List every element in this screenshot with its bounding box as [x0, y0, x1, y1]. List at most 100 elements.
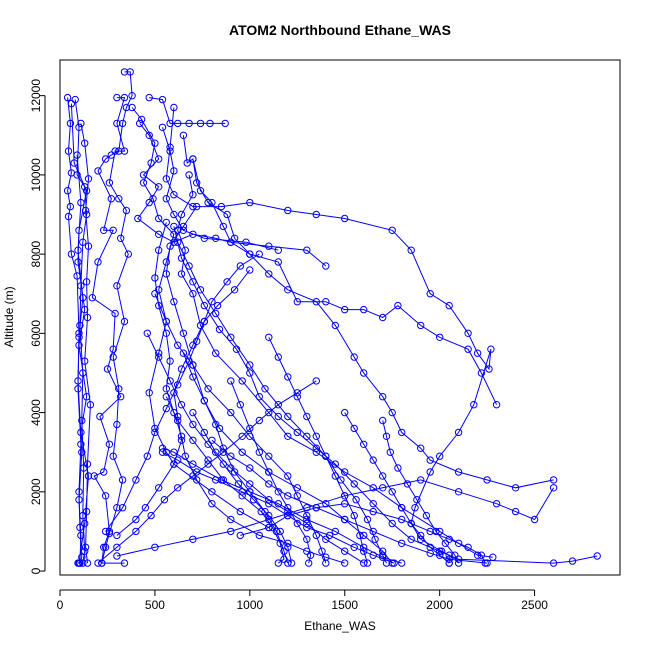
data-point: [189, 420, 197, 429]
x-tick-label: 0: [57, 598, 64, 612]
data-point: [155, 353, 163, 361]
series-line: [165, 206, 393, 564]
data-point: [221, 119, 229, 128]
data-point: [94, 559, 102, 567]
data-point: [83, 460, 92, 468]
data-point: [177, 254, 186, 262]
data-point: [284, 504, 292, 512]
data-point: [350, 511, 358, 520]
data-point: [432, 527, 440, 536]
data-point: [265, 408, 273, 417]
data-point: [113, 93, 121, 102]
series-line: [344, 412, 450, 564]
data-point: [208, 198, 216, 207]
data-point: [166, 377, 174, 385]
x-tick-label: 2000: [426, 598, 453, 612]
data-point: [303, 535, 311, 543]
data-point: [230, 234, 239, 243]
data-point: [200, 301, 209, 310]
data-point: [238, 488, 246, 496]
data-point: [238, 492, 246, 500]
data-point: [208, 298, 216, 306]
data-point: [274, 412, 282, 421]
data-point: [341, 214, 349, 223]
data-point: [166, 119, 174, 128]
data-point: [196, 286, 205, 294]
data-point: [78, 448, 86, 456]
data-point: [134, 214, 142, 223]
data-point: [151, 290, 159, 298]
data-point: [227, 238, 235, 246]
data-point: [79, 559, 87, 567]
data-point: [215, 325, 224, 334]
data-point: [155, 286, 163, 294]
data-point: [100, 468, 108, 476]
data-point: [128, 103, 136, 112]
data-point: [511, 507, 520, 516]
y-tick-label: 10000: [29, 158, 43, 192]
data-point: [109, 452, 117, 460]
data-point: [179, 349, 188, 357]
data-point: [470, 401, 478, 409]
x-tick-label: 1500: [331, 598, 358, 612]
data-point: [371, 535, 379, 543]
data-point: [246, 369, 254, 377]
data-point: [162, 218, 171, 227]
data-point: [437, 547, 446, 555]
data-point: [312, 377, 320, 385]
data-point: [265, 452, 273, 460]
data-point: [170, 298, 178, 306]
data-point: [386, 448, 394, 456]
data-point: [103, 365, 112, 373]
data-point: [158, 95, 167, 104]
y-tick-label: 12000: [29, 79, 43, 113]
data-point: [312, 531, 320, 540]
data-point: [189, 341, 197, 349]
data-point: [511, 484, 520, 492]
data-point: [189, 472, 197, 480]
data-point: [265, 468, 273, 476]
data-point: [120, 68, 129, 76]
data-point: [82, 278, 91, 286]
data-point: [170, 191, 178, 199]
data-point: [407, 535, 415, 543]
data-point: [162, 195, 171, 203]
data-point: [246, 250, 254, 258]
data-point: [246, 480, 254, 488]
series-line: [162, 447, 402, 564]
data-point: [426, 290, 434, 298]
data-point: [236, 531, 245, 540]
data-point: [155, 214, 163, 223]
data-point: [63, 93, 72, 102]
data-point: [398, 539, 406, 547]
data-point: [75, 123, 83, 132]
data-point: [322, 553, 330, 561]
data-point: [96, 412, 104, 421]
data-point: [341, 468, 349, 476]
data-point: [81, 139, 89, 147]
data-point: [303, 519, 311, 528]
data-point: [132, 515, 140, 524]
data-point: [284, 412, 292, 421]
data-point: [208, 436, 216, 444]
data-point: [341, 492, 349, 500]
data-point: [94, 258, 102, 266]
data-point: [379, 313, 387, 322]
data-point: [109, 353, 117, 361]
series-line: [165, 396, 285, 564]
data-point: [189, 535, 197, 543]
data-point: [331, 321, 339, 330]
data-point: [246, 266, 254, 274]
data-point: [101, 543, 110, 551]
data-point: [124, 250, 133, 258]
data-point: [322, 500, 330, 508]
y-tick-label: 0: [29, 567, 43, 574]
data-point: [105, 529, 114, 538]
data-point: [147, 159, 155, 167]
data-point: [350, 424, 358, 433]
data-point: [179, 329, 188, 337]
data-point: [388, 488, 396, 496]
data-point: [341, 559, 349, 567]
data-point: [284, 472, 292, 480]
